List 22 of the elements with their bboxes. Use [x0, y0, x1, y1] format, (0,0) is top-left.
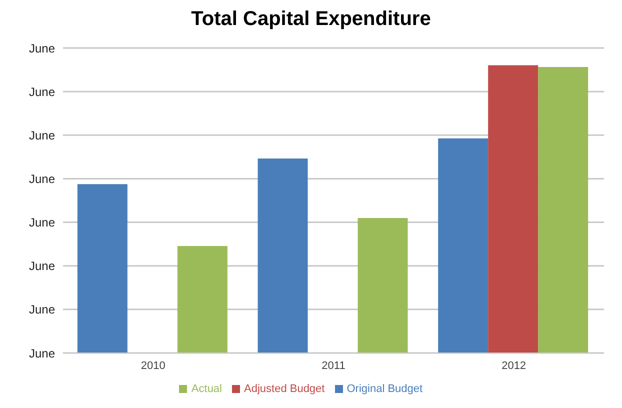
text: June	[28, 172, 56, 186]
text: June	[28, 302, 56, 317]
x-tick-label: 2010	[140, 360, 166, 372]
text: June	[28, 216, 56, 230]
text: June	[28, 128, 56, 142]
legend-label: Actual	[191, 383, 222, 395]
bar	[488, 65, 538, 353]
bar	[438, 138, 488, 353]
bar	[177, 246, 228, 353]
bar	[258, 158, 308, 353]
bar	[538, 66, 588, 353]
chart-title: Total Capital Expenditure	[190, 8, 432, 32]
legend-label: Original Budget	[346, 383, 423, 395]
text: June	[28, 346, 56, 360]
x-tick-label: 2012	[502, 360, 526, 372]
bar	[358, 218, 408, 353]
bar	[77, 184, 128, 353]
text: June	[28, 84, 56, 99]
text: June	[28, 259, 56, 274]
text: June	[28, 41, 56, 56]
legend-label: Adjusted Budget	[244, 383, 325, 395]
x-tick-label: 2011	[322, 360, 346, 372]
